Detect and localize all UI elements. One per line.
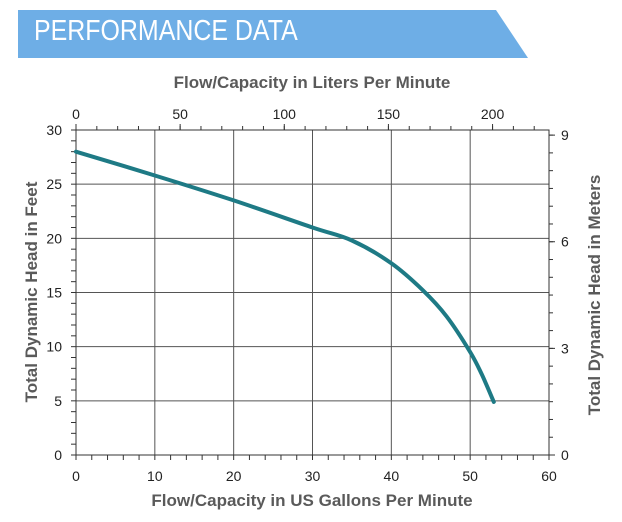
banner-title: PERFORMANCE DATA xyxy=(34,15,298,47)
x-bottom-axis-title: Flow/Capacity in US Gallons Per Minute xyxy=(151,491,472,510)
y-right-tick-label-6: 6 xyxy=(561,234,569,250)
x-top-tick-label-200: 200 xyxy=(481,106,505,122)
minor-ticks xyxy=(71,124,555,460)
x-top-tick-label-100: 100 xyxy=(273,106,297,122)
x-top-tick-label-150: 150 xyxy=(377,106,401,122)
x-bottom-tick-label-50: 50 xyxy=(462,468,478,484)
performance-data-banner xyxy=(18,10,528,58)
y-left-tick-label-15: 15 xyxy=(46,285,62,301)
y-left-tick-label-30: 30 xyxy=(46,122,62,138)
series-line-pump-curve xyxy=(74,149,496,404)
x-bottom-tick-label-40: 40 xyxy=(384,468,400,484)
y-left-tick-label-5: 5 xyxy=(54,393,62,409)
y-left-tick-label-10: 10 xyxy=(46,339,62,355)
y-right-tick-label-9: 9 xyxy=(561,127,569,143)
banner-background xyxy=(18,10,528,58)
x-bottom-tick-label-30: 30 xyxy=(305,468,321,484)
x-top-axis-title: Flow/Capacity in Liters Per Minute xyxy=(174,73,451,92)
x-bottom-tick-label-10: 10 xyxy=(147,468,163,484)
x-bottom-tick-label-60: 60 xyxy=(541,468,557,484)
plot-frame xyxy=(75,129,550,456)
x-bottom-tick-label-0: 0 xyxy=(72,468,80,484)
y-left-tick-label-20: 20 xyxy=(46,230,62,246)
y-left-axis-title: Total Dynamic Head in Feet xyxy=(22,181,41,402)
y-right-axis-title: Total Dynamic Head in Meters xyxy=(585,175,604,416)
grid-lines xyxy=(75,129,550,456)
y-right-tick-label-3: 3 xyxy=(561,340,569,356)
y-left-tick-label-0: 0 xyxy=(54,447,62,463)
x-bottom-tick-label-20: 20 xyxy=(226,468,242,484)
x-top-tick-label-50: 50 xyxy=(172,106,188,122)
y-left-tick-label-25: 25 xyxy=(46,176,62,192)
x-top-tick-label-0: 0 xyxy=(72,106,80,122)
y-right-tick-label-0: 0 xyxy=(561,447,569,463)
